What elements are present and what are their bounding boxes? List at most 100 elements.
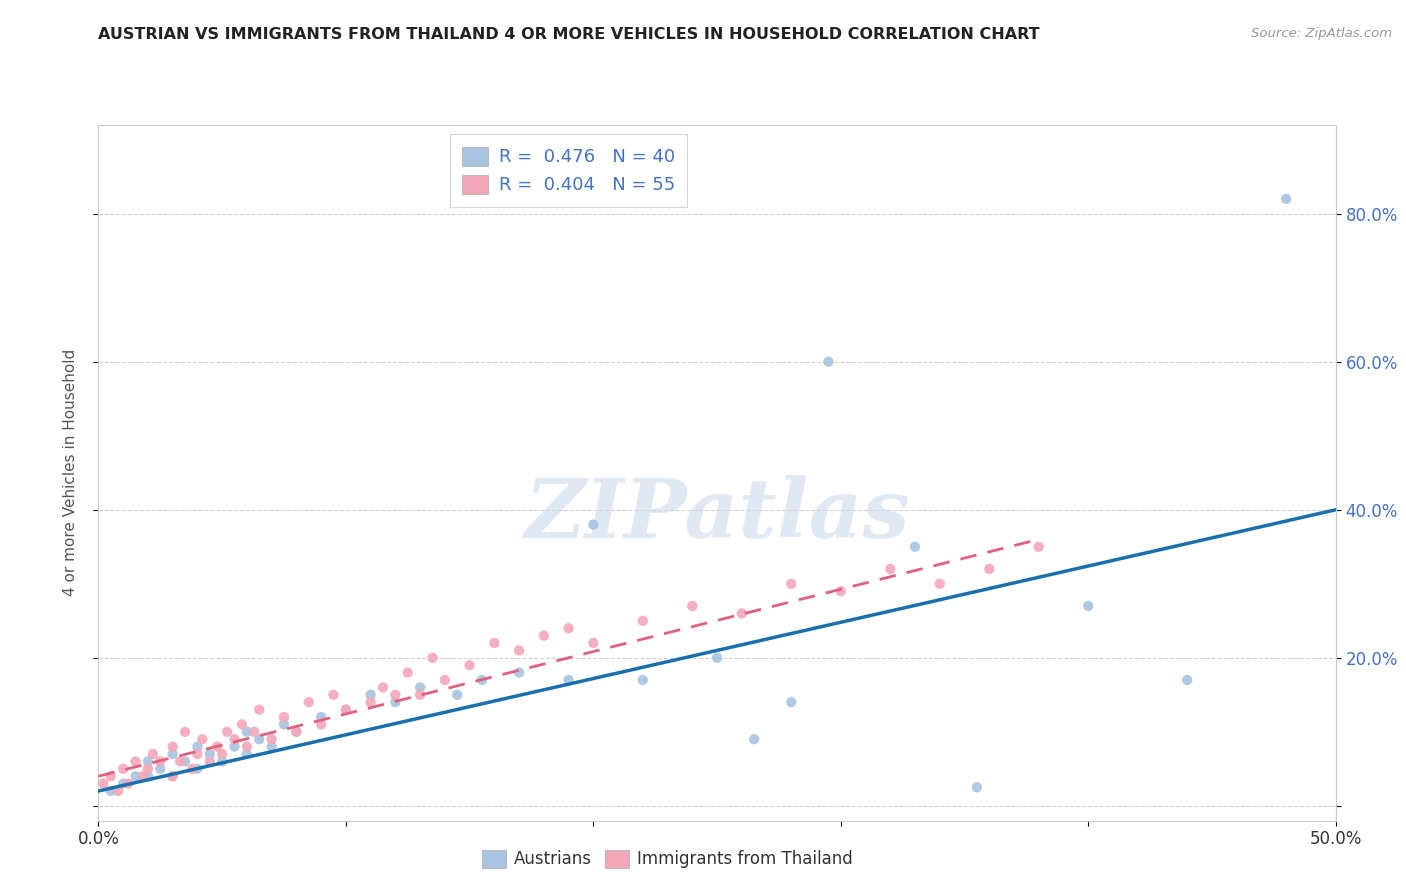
Point bbox=[335, 703, 357, 717]
Point bbox=[236, 747, 259, 761]
Point bbox=[132, 769, 155, 783]
Point bbox=[260, 739, 283, 754]
Point bbox=[198, 747, 221, 761]
Point bbox=[205, 739, 228, 754]
Point bbox=[169, 755, 191, 769]
Point bbox=[149, 762, 172, 776]
Text: ZIPatlas: ZIPatlas bbox=[524, 475, 910, 555]
Point bbox=[136, 755, 159, 769]
Point bbox=[458, 658, 481, 673]
Point bbox=[124, 755, 146, 769]
Point bbox=[706, 650, 728, 665]
Point bbox=[731, 607, 754, 621]
Point bbox=[211, 755, 233, 769]
Point bbox=[285, 724, 308, 739]
Point bbox=[780, 695, 803, 709]
Point bbox=[471, 673, 494, 687]
Text: AUSTRIAN VS IMMIGRANTS FROM THAILAND 4 OR MORE VEHICLES IN HOUSEHOLD CORRELATION: AUSTRIAN VS IMMIGRANTS FROM THAILAND 4 O… bbox=[98, 27, 1040, 42]
Point bbox=[409, 688, 432, 702]
Point bbox=[186, 762, 208, 776]
Point bbox=[136, 769, 159, 783]
Point bbox=[117, 777, 139, 791]
Point bbox=[243, 724, 266, 739]
Point bbox=[1175, 673, 1198, 687]
Point bbox=[224, 739, 246, 754]
Point bbox=[181, 762, 204, 776]
Point bbox=[1028, 540, 1050, 554]
Point bbox=[224, 732, 246, 747]
Point bbox=[446, 688, 468, 702]
Point bbox=[93, 777, 115, 791]
Point bbox=[557, 673, 579, 687]
Legend: Austrians, Immigrants from Thailand: Austrians, Immigrants from Thailand bbox=[475, 843, 859, 875]
Point bbox=[928, 576, 950, 591]
Point bbox=[236, 739, 259, 754]
Point bbox=[582, 517, 605, 532]
Point bbox=[124, 769, 146, 783]
Point bbox=[817, 355, 839, 369]
Point bbox=[1275, 192, 1298, 206]
Point bbox=[174, 755, 197, 769]
Point bbox=[112, 762, 135, 776]
Point bbox=[186, 739, 208, 754]
Point bbox=[360, 688, 382, 702]
Point bbox=[582, 636, 605, 650]
Point bbox=[174, 724, 197, 739]
Point bbox=[260, 732, 283, 747]
Point bbox=[149, 755, 172, 769]
Point bbox=[371, 681, 394, 695]
Point bbox=[631, 614, 654, 628]
Point bbox=[162, 769, 184, 783]
Point bbox=[557, 621, 579, 635]
Point bbox=[191, 732, 214, 747]
Point bbox=[422, 650, 444, 665]
Point bbox=[904, 540, 927, 554]
Point bbox=[484, 636, 506, 650]
Point bbox=[100, 784, 122, 798]
Point bbox=[273, 710, 295, 724]
Point bbox=[231, 717, 253, 731]
Point bbox=[979, 562, 1001, 576]
Point bbox=[335, 703, 357, 717]
Point bbox=[285, 724, 308, 739]
Point bbox=[273, 717, 295, 731]
Point bbox=[966, 780, 988, 795]
Point bbox=[211, 747, 233, 761]
Point bbox=[142, 747, 165, 761]
Point bbox=[631, 673, 654, 687]
Point bbox=[217, 724, 239, 739]
Point bbox=[384, 688, 406, 702]
Y-axis label: 4 or more Vehicles in Household: 4 or more Vehicles in Household bbox=[63, 349, 77, 597]
Point bbox=[409, 681, 432, 695]
Point bbox=[508, 665, 530, 680]
Point bbox=[100, 769, 122, 783]
Point bbox=[107, 784, 129, 798]
Point bbox=[433, 673, 456, 687]
Point bbox=[742, 732, 765, 747]
Point bbox=[298, 695, 321, 709]
Point bbox=[136, 762, 159, 776]
Point bbox=[384, 695, 406, 709]
Point bbox=[322, 688, 344, 702]
Point bbox=[1077, 599, 1099, 613]
Point bbox=[112, 777, 135, 791]
Point bbox=[236, 724, 259, 739]
Point bbox=[247, 703, 270, 717]
Point bbox=[162, 769, 184, 783]
Point bbox=[162, 747, 184, 761]
Point bbox=[830, 584, 852, 599]
Point bbox=[198, 755, 221, 769]
Point bbox=[879, 562, 901, 576]
Point bbox=[533, 629, 555, 643]
Point bbox=[247, 732, 270, 747]
Point bbox=[396, 665, 419, 680]
Point bbox=[309, 717, 332, 731]
Point bbox=[508, 643, 530, 657]
Point bbox=[360, 695, 382, 709]
Point bbox=[186, 747, 208, 761]
Point bbox=[309, 710, 332, 724]
Text: Source: ZipAtlas.com: Source: ZipAtlas.com bbox=[1251, 27, 1392, 40]
Point bbox=[780, 576, 803, 591]
Point bbox=[162, 739, 184, 754]
Point bbox=[681, 599, 703, 613]
